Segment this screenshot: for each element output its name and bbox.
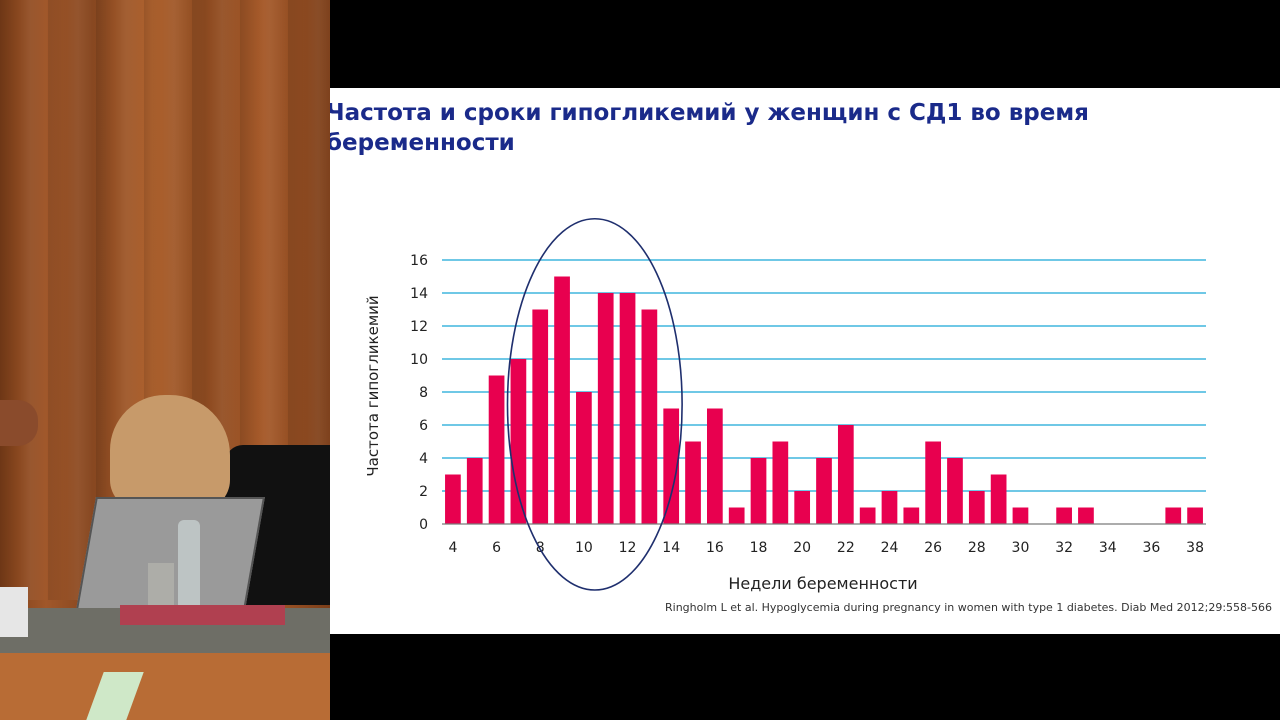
x-tick-label: 20 <box>793 540 811 556</box>
axis-labels: Частота гипогликемий Недели беременности <box>364 295 918 593</box>
y-tick-label: 10 <box>410 352 428 368</box>
bar <box>510 359 527 524</box>
water-bottle <box>178 520 200 615</box>
bar <box>466 458 483 524</box>
bar <box>597 293 614 524</box>
video-room-background <box>0 0 330 720</box>
y-tick-label: 2 <box>419 484 428 500</box>
y-tick-label: 16 <box>410 253 428 269</box>
y-tick-label: 12 <box>410 319 428 335</box>
bar <box>837 425 854 524</box>
paper-note <box>0 587 28 637</box>
bar <box>925 441 942 524</box>
bar <box>794 491 811 524</box>
x-tick-label: 32 <box>1055 540 1073 556</box>
x-tick-label: 26 <box>924 540 942 556</box>
bar <box>641 309 658 524</box>
y-axis-label: Частота гипогликемий <box>364 295 382 476</box>
bar <box>990 474 1007 524</box>
highlight-ellipse <box>506 217 683 591</box>
floor <box>0 653 330 720</box>
bar <box>706 408 723 524</box>
bar <box>445 474 461 524</box>
x-tick-label: 24 <box>881 540 899 556</box>
presentation-slide: Частота и сроки гипогликемий у женщин с … <box>330 88 1280 634</box>
bar <box>532 309 549 524</box>
bar <box>554 276 570 524</box>
bar <box>663 408 680 524</box>
bar <box>947 458 963 524</box>
x-tick-label: 12 <box>619 540 637 556</box>
citation: Ringholm L et al. Hypoglycemia during pr… <box>665 601 1272 614</box>
x-tick-label: 14 <box>662 540 680 556</box>
bar <box>1056 507 1072 524</box>
seated-person <box>110 395 230 510</box>
bar <box>881 491 898 524</box>
x-tick-label: 16 <box>706 540 724 556</box>
slide-title: Частота и сроки гипогликемий у женщин с … <box>330 100 1089 156</box>
x-tick-labels: 4 6 8 10 12 14 16 18 20 22 24 26 28 30 32 34 36 38 <box>448 540 1204 556</box>
bar <box>772 441 789 524</box>
bar <box>859 507 876 524</box>
bar <box>903 507 920 524</box>
bar <box>619 293 636 524</box>
x-tick-label: 34 <box>1099 540 1117 556</box>
bar <box>685 441 701 524</box>
bar <box>488 375 505 524</box>
x-tick-label: 18 <box>750 540 768 556</box>
x-axis-label: Недели беременности <box>728 574 917 593</box>
x-tick-label: 10 <box>575 540 593 556</box>
y-tick-label: 4 <box>419 451 428 467</box>
x-tick-label: 22 <box>837 540 855 556</box>
bar <box>968 491 985 524</box>
x-tick-label: 4 <box>448 540 457 556</box>
y-tick-label: 0 <box>419 517 428 533</box>
y-tick-labels: 0 2 4 6 8 10 12 14 16 <box>410 253 428 533</box>
y-tick-label: 14 <box>410 286 428 302</box>
bar <box>1165 507 1182 524</box>
bar <box>816 458 832 524</box>
x-tick-label: 38 <box>1186 540 1204 556</box>
bar <box>1012 507 1029 524</box>
bars <box>445 276 1203 524</box>
red-cloth <box>120 605 285 625</box>
bar <box>750 458 767 524</box>
x-tick-label: 36 <box>1143 540 1161 556</box>
bar <box>1187 507 1203 524</box>
annotation-layer <box>506 217 683 591</box>
x-tick-label: 28 <box>968 540 986 556</box>
speaker-hand <box>0 400 38 446</box>
bar <box>728 507 745 524</box>
x-tick-label: 30 <box>1012 540 1030 556</box>
bar <box>576 392 592 524</box>
y-tick-label: 8 <box>419 385 428 401</box>
y-tick-label: 6 <box>419 418 428 434</box>
x-tick-label: 6 <box>492 540 501 556</box>
bar <box>1078 507 1094 524</box>
